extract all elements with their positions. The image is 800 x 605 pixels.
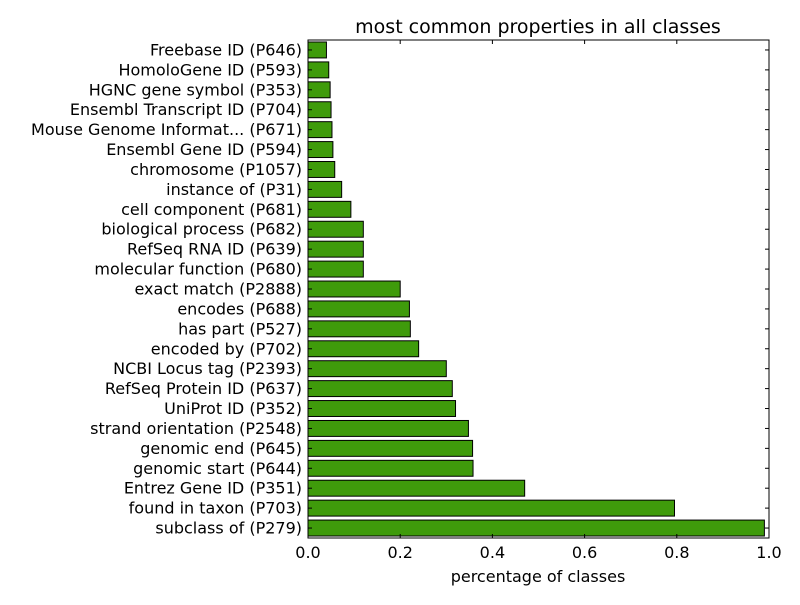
y-tick-label: biological process (P682) [101,220,302,239]
bar [307,419,469,437]
bar [307,459,474,477]
x-tick-label: 0.4 [480,543,505,562]
y-tick-label: UniProt ID (P352) [164,399,302,418]
bar [307,180,343,198]
y-tick-label: has part (P527) [178,319,302,338]
y-tick-label: Ensembl Gene ID (P594) [106,140,302,159]
bar [307,220,364,238]
y-tick-label: RefSeq Protein ID (P637) [105,379,302,398]
chart-title: most common properties in all classes [355,16,721,38]
y-tick-label: Ensembl Transcript ID (P704) [70,100,302,119]
y-tick-label: instance of (P31) [166,180,302,199]
x-tick-label: 0.2 [387,543,412,562]
x-tick-label: 0.8 [664,543,689,562]
x-axis-label: percentage of classes [451,567,626,586]
y-tick-label: cell component (P681) [121,200,302,219]
y-tick-label: genomic start (P644) [133,459,302,478]
bar [307,519,765,537]
bar [307,360,447,378]
y-tick-label: RefSeq RNA ID (P639) [127,240,302,259]
y-tick-label: NCBI Locus tag (P2393) [113,359,302,378]
bar [307,479,526,497]
x-tick-label: 0.0 [295,543,320,562]
bar [307,161,336,178]
y-tick-label: Mouse Genome Informat... (P671) [31,120,302,139]
bar [307,439,474,457]
x-tick-label: 0.6 [572,543,597,562]
y-tick-label: Freebase ID (P646) [150,40,302,59]
y-tick-label: strand orientation (P2548) [90,419,302,438]
y-tick-label: Entrez Gene ID (P351) [124,479,302,498]
bar [307,300,410,318]
y-tick-label: HomoloGene ID (P593) [118,60,302,79]
x-tick-label: 1.0 [756,543,781,562]
y-tick-label: molecular function (P680) [94,260,302,279]
bar [307,380,453,398]
plot-frame [307,39,770,539]
bar [307,200,352,218]
y-tick-label: chromosome (P1057) [130,160,302,179]
bar [307,400,457,417]
bar [307,320,411,338]
y-tick-label: found in taxon (P703) [129,499,302,518]
y-tick-label: exact match (P2888) [134,280,302,299]
bar [307,499,675,517]
y-tick-label: encodes (P688) [177,299,302,318]
bar [307,280,401,298]
bar [307,340,420,358]
y-tick-label: subclass of (P279) [155,519,302,538]
bar [307,240,364,258]
bar [307,260,364,278]
y-tick-label: HGNC gene symbol (P353) [89,80,302,99]
y-tick-label: encoded by (P702) [151,339,302,358]
y-tick-label: genomic end (P645) [140,439,302,458]
